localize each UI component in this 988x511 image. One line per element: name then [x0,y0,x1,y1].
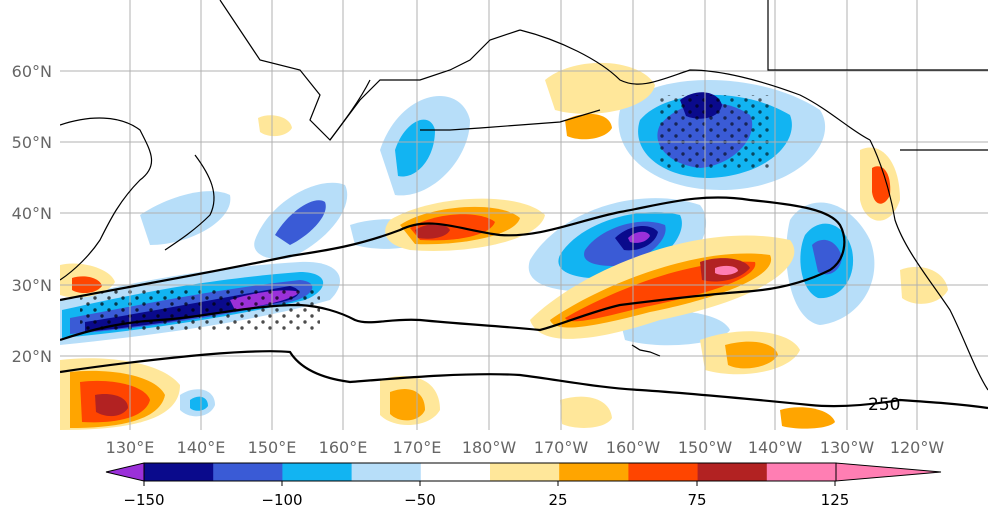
negative-anomaly-south-2 [190,396,208,411]
longitude-tick-label: 140°E [177,438,226,457]
colorbar-tick-label: −100 [261,491,302,509]
positive-anomaly-subtropical-extreme [715,265,738,276]
longitude-tick-label: 170°E [393,438,442,457]
colorbar-segment [628,463,699,481]
positive-anomaly-se-2 [780,407,835,429]
colorbar-ticks: −150 −100 −50 25 75 125 [123,481,849,509]
graticule [60,0,988,430]
contour-250 [60,196,988,410]
longitude-tick-label: 160°E [319,438,368,457]
coastline-kamchatka [329,79,371,141]
negative-anomaly-bering-core [395,119,435,177]
colorbar-segments [144,463,837,481]
longitude-tick-label: 130°W [820,438,875,457]
colorbar-tick-label: 75 [687,491,706,509]
coastline-japan [164,154,215,251]
longitude-tick-label: 140°W [748,438,803,457]
longitude-tick-label: 150°E [248,438,297,457]
colorbar-segment [490,463,560,481]
coastlines [60,0,988,391]
map-panel: 250 [60,0,988,430]
positive-anomaly-kuroshio-ext-deep [415,224,450,239]
negative-anomaly-japan [140,191,231,245]
latitude-tick-label: 50°N [12,133,52,152]
colorbar-tick-label: −150 [123,491,164,509]
colorbar-segment [766,463,837,481]
coastline-aleutians [420,109,601,131]
negative-anomaly-kuroshio-core [275,200,326,245]
longitude-tick-label: 170°W [534,438,589,457]
latitude-tick-label: 60°N [12,62,52,81]
colorbar-segment [697,463,768,481]
positive-anomaly-philippine-deep [95,394,128,417]
contour-label: 250 [868,395,900,415]
longitude-tick-label: 180°W [462,438,517,457]
positive-anomaly-se-1 [560,396,612,428]
coastline-asia [60,117,153,281]
significance-dots-gulf [660,95,770,170]
longitude-tick-label: 150°W [678,438,733,457]
colorbar-tick-label: 25 [548,491,567,509]
positive-anomaly-alaska-2 [565,113,612,140]
positive-anomaly-south-5 [390,389,425,421]
colorbar-extend-low [105,462,145,482]
colorbar-segment [213,463,283,481]
contour-line-south [60,350,988,410]
longitude-labels: 130°E 140°E 150°E 160°E 170°E 180°W 170°W 160°W… [106,438,945,457]
border-alaska-canada [767,0,988,71]
latitude-tick-label: 20°N [12,347,52,366]
latitude-tick-label: 30°N [12,276,52,295]
latitude-tick-label: 40°N [12,204,52,223]
coastline-hawaii [631,344,661,357]
longitude-tick-label: 130°E [106,438,155,457]
positive-anomaly-south-7 [725,341,778,369]
colorbar-extend-high [835,462,942,482]
colorbar: −150 −100 −50 25 75 125 [105,462,942,509]
longitude-tick-label: 120°W [890,438,945,457]
colorbar-frame [143,462,837,482]
latitude-labels: 60°N 50°N 40°N 30°N 20°N [12,62,52,366]
colorbar-segment [420,463,491,481]
positive-anomaly-nw-1 [258,115,292,137]
colorbar-segment [351,463,422,481]
coastline-alaska [519,29,871,141]
colorbar-segment [282,463,353,481]
positive-anomaly-california-core [872,166,891,204]
positive-anomaly-alaska-1 [545,62,655,114]
colorbar-tick-label: −50 [404,491,436,509]
coastline-north-america [869,139,988,391]
anomaly-shading [60,62,948,430]
contour-line-north [60,196,846,342]
colorbar-segment [559,463,629,481]
colorbar-tick-label: 125 [821,491,850,509]
colorbar-segment [144,463,214,481]
longitude-tick-label: 160°W [606,438,661,457]
